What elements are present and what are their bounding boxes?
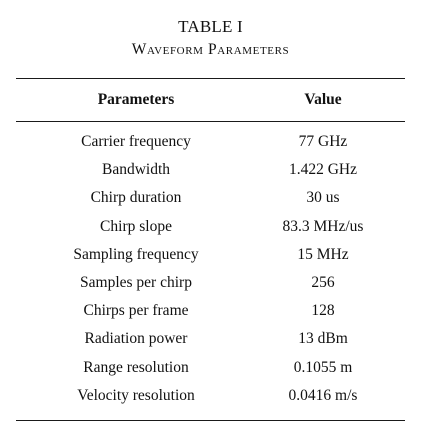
table-row: Radiation power 13 dBm: [0, 328, 421, 356]
parameter-cell: Range resolution: [83, 358, 189, 376]
table-row: Sampling frequency 15 MHz: [0, 244, 421, 272]
table-body: Carrier frequency 77 GHz Bandwidth 1.422…: [0, 131, 421, 413]
table-row: Chirp slope 83.3 MHz/us: [0, 216, 421, 244]
table-row: Samples per chirp 256: [0, 272, 421, 300]
value-cell: 30 us: [306, 189, 340, 207]
value-cell: 77 GHz: [298, 133, 348, 150]
parameter-cell: Radiation power: [84, 330, 188, 348]
value-cell: 256: [311, 273, 335, 291]
header-parameters: Parameters: [97, 91, 175, 108]
value-cell: 13 dBm: [298, 330, 348, 348]
value-cell: 128: [311, 302, 335, 320]
value-cell: 15 MHz: [297, 245, 349, 263]
table-row: Chirps per frame 128: [0, 300, 421, 328]
parameter-cell: Velocity resolution: [77, 386, 195, 404]
value-cell: 0.1055 m: [293, 358, 353, 376]
parameter-cell: Sampling frequency: [73, 245, 199, 263]
table-row: Bandwidth 1.422 GHz: [0, 159, 421, 187]
parameter-cell: Chirp duration: [90, 189, 182, 207]
table-row: Chirp duration 30 us: [0, 187, 421, 215]
parameter-cell: Samples per chirp: [80, 273, 192, 291]
parameter-cell: Bandwidth: [101, 161, 171, 179]
header-value: Value: [304, 91, 342, 108]
bottom-rule: [16, 420, 405, 421]
parameter-cell: Chirp slope: [100, 217, 172, 235]
table-row: Velocity resolution 0.0416 m/s: [0, 385, 421, 413]
value-cell: 83.3 MHz/us: [282, 217, 364, 235]
header-rule: [16, 121, 405, 122]
top-rule: [16, 78, 405, 79]
value-cell: 0.0416 m/s: [288, 386, 358, 404]
value-cell: 1.422 GHz: [288, 161, 358, 179]
table-number: TABLE I: [178, 17, 243, 36]
table-row: Carrier frequency 77 GHz: [0, 131, 421, 159]
table-row: Range resolution 0.1055 m: [0, 357, 421, 385]
parameter-cell: Chirps per frame: [83, 302, 189, 320]
parameter-cell: Carrier frequency: [81, 133, 191, 150]
table-caption: Waveform Parameters: [131, 41, 290, 58]
